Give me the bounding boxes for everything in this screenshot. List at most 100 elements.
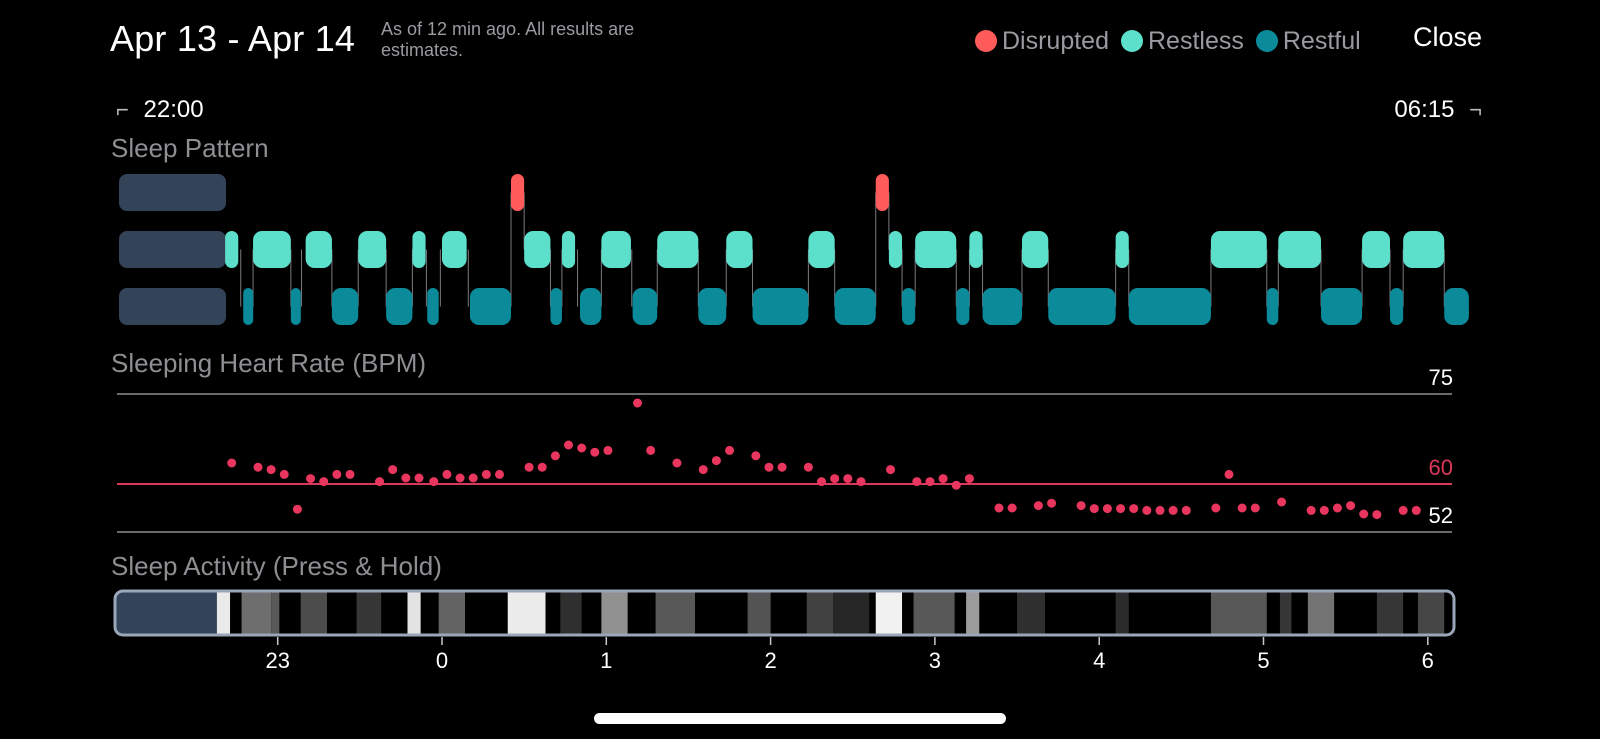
- hr-point: [1102, 504, 1112, 514]
- as-of-note: As of 12 min ago. All results are estima…: [381, 19, 635, 60]
- pattern-segment-restless: [253, 231, 291, 268]
- hr-point: [1116, 504, 1126, 514]
- activity-tick-label: 3: [929, 648, 941, 673]
- hr-point: [550, 451, 560, 461]
- hr-point: [292, 504, 302, 514]
- pattern-segment-disrupted: [511, 174, 525, 211]
- hr-point: [856, 477, 866, 487]
- hr-reference-label: 60: [1429, 455, 1453, 480]
- legend-label: Disrupted: [1002, 26, 1109, 55]
- hr-point: [1398, 505, 1408, 515]
- hr-point: [633, 398, 643, 408]
- activity-cell: [438, 591, 466, 635]
- activity-cell: [966, 591, 980, 635]
- activity-cell: [806, 591, 837, 635]
- pattern-segment-restless: [305, 231, 332, 268]
- pattern-segment-restless: [1278, 231, 1322, 268]
- restless-dot-icon: [1121, 30, 1143, 52]
- hr-point: [646, 445, 656, 455]
- legend-label: Restless: [1148, 26, 1244, 55]
- hr-point: [227, 458, 237, 468]
- heart-rate-chart: 75 60 52: [117, 365, 1453, 533]
- pattern-segment-restful: [982, 288, 1022, 325]
- hr-point: [1142, 505, 1152, 515]
- hr-point: [925, 477, 935, 487]
- hr-point: [725, 445, 735, 455]
- hr-point: [1332, 503, 1342, 513]
- disrupted-dot-icon: [975, 30, 997, 52]
- pattern-segment-restful: [427, 288, 439, 325]
- pattern-segment-restful: [902, 288, 916, 325]
- hr-point: [388, 465, 398, 475]
- page-title: Apr 13 - Apr 14: [110, 18, 356, 59]
- hr-point: [1319, 505, 1329, 515]
- hr-point: [1047, 498, 1057, 508]
- hr-point: [830, 474, 840, 484]
- pattern-segment-restful: [956, 288, 970, 325]
- hr-point: [537, 462, 547, 472]
- pattern-segment-restful: [469, 288, 512, 325]
- legend: Disrupted Restless Restful: [975, 24, 1373, 58]
- hr-point: [332, 469, 342, 479]
- activity-frame: [113, 589, 1456, 637]
- pattern-segment-restless: [442, 231, 467, 268]
- pattern-segment-restless: [915, 231, 957, 268]
- pattern-segment-restful: [632, 288, 658, 325]
- hr-point: [951, 480, 961, 490]
- legend-item-restful: Restful: [1255, 26, 1361, 56]
- activity-tick-label: 1: [600, 648, 612, 673]
- activity-cell: [1210, 591, 1267, 635]
- activity-tick-label: 5: [1257, 648, 1269, 673]
- pattern-segment-restful: [1390, 288, 1404, 325]
- range-end-label: 06:15: [1394, 96, 1455, 123]
- sleep-pattern-title: Sleep Pattern: [111, 133, 269, 163]
- hr-point: [345, 469, 355, 479]
- hr-point: [442, 469, 452, 479]
- activity-cell: [271, 591, 280, 635]
- hr-point: [698, 465, 708, 475]
- hr-point: [495, 469, 505, 479]
- activity-cell: [1115, 591, 1129, 635]
- activity-cell: [875, 591, 903, 635]
- home-indicator[interactable]: [594, 713, 1006, 724]
- pattern-segment-restless: [808, 231, 835, 268]
- activity-cell: [1017, 591, 1045, 635]
- hr-point: [455, 473, 465, 483]
- hr-point: [1346, 501, 1356, 511]
- hr-point: [1076, 501, 1086, 511]
- activity-cell: [216, 591, 231, 635]
- hr-point: [1211, 503, 1221, 513]
- hr-point: [1155, 505, 1165, 515]
- range-start: ⌐ 22:00: [116, 96, 204, 124]
- hr-point: [401, 473, 411, 483]
- hr-point: [468, 473, 478, 483]
- activity-cell: [747, 591, 771, 635]
- pattern-segment-restful: [580, 288, 602, 325]
- pattern-segment-restless: [601, 231, 631, 268]
- hr-point: [938, 474, 948, 484]
- hr-reference-label: 52: [1429, 503, 1453, 528]
- close-button[interactable]: Close: [1412, 22, 1482, 52]
- activity-cell: [356, 591, 382, 635]
- hr-point: [1277, 497, 1287, 507]
- activity-awake-block: [115, 591, 221, 635]
- hr-point: [1129, 504, 1139, 514]
- pattern-segment-disrupted: [875, 174, 889, 211]
- legend-label: Restful: [1282, 26, 1361, 55]
- hr-point: [803, 462, 813, 472]
- hr-point: [843, 474, 853, 484]
- sleep-activity-chart[interactable]: 23 0 1 2 3 4 5 6: [113, 589, 1456, 673]
- activity-cell: [560, 591, 582, 635]
- pattern-segment-restless: [1210, 231, 1267, 268]
- pattern-segment-restful: [290, 288, 301, 325]
- hr-point: [1372, 510, 1382, 520]
- range-end: 06:15 ¬: [1394, 96, 1482, 124]
- pattern-segment-restful: [386, 288, 413, 325]
- pattern-segment-restful: [1266, 288, 1279, 325]
- activity-cell: [1279, 591, 1292, 635]
- range-start-label: 22:00: [143, 96, 204, 123]
- pattern-segment-restful: [331, 288, 359, 325]
- hr-point: [564, 440, 574, 450]
- hr-point: [672, 458, 682, 468]
- pattern-segment-restless: [412, 231, 426, 268]
